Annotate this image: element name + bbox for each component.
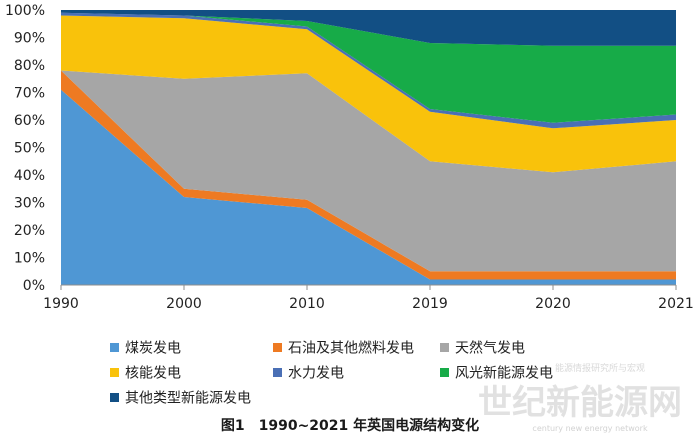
- y-tick-label: 30%: [14, 196, 45, 212]
- axes-layer: 0% 10% 20% 30% 40% 50% 60% 70% 80% 90% 100% 1990 200…: [5, 3, 694, 312]
- legend-swatch: [273, 343, 282, 352]
- legend-swatch: [110, 368, 119, 377]
- legend-label: 石油及其他燃料发电: [288, 340, 414, 357]
- area-series-1: [61, 70, 676, 280]
- legend-label: 核能发电: [125, 366, 181, 382]
- watermark-sub-text: century new energy network: [532, 424, 648, 433]
- area-series-5: [61, 12, 676, 123]
- legend-item: 天然气发电: [440, 340, 525, 357]
- legend-label: 水力发电: [288, 366, 344, 382]
- y-tick-label: 50%: [14, 141, 45, 157]
- watermark: 世纪新能源网 century new energy network 能源情报研究…: [478, 362, 682, 433]
- y-tick-label: 90%: [14, 31, 45, 47]
- area-series-4: [61, 12, 676, 129]
- x-tick-label: 1990: [43, 296, 79, 312]
- y-tick-label: 60%: [14, 113, 45, 129]
- legend-label: 煤炭发电: [125, 341, 181, 357]
- y-tick-label: 100%: [5, 3, 45, 19]
- y-tick-label: 70%: [14, 86, 45, 102]
- legend-item: 风光新能源发电: [440, 366, 553, 382]
- y-tick-label: 0%: [23, 278, 45, 294]
- watermark-main-text: 世纪新能源网: [478, 383, 682, 423]
- area-series-6: [61, 10, 676, 46]
- legend-item: 其他类型新能源发电: [110, 391, 251, 407]
- legend-label: 天然气发电: [455, 340, 525, 357]
- x-tick-label: 2020: [535, 296, 571, 312]
- legend-label: 其他类型新能源发电: [125, 391, 251, 407]
- legend-swatch: [273, 368, 282, 377]
- legend-swatch: [110, 393, 119, 402]
- y-tick-label: 40%: [14, 168, 45, 184]
- legend-swatch: [110, 343, 119, 352]
- figure-caption: 图1 1990~2021 年英国电源结构变化: [221, 417, 479, 434]
- area-series-2: [61, 70, 676, 272]
- legend-label: 风光新能源发电: [455, 366, 553, 382]
- legend-swatch: [440, 368, 449, 377]
- y-tick-label: 10%: [14, 251, 45, 267]
- watermark-small-text: 能源情报研究所与宏观: [555, 362, 645, 374]
- legend-item: 核能发电: [110, 366, 181, 382]
- area-series-0: [61, 89, 676, 285]
- y-tick-label: 80%: [14, 58, 45, 74]
- legend-item: 石油及其他燃料发电: [273, 340, 414, 357]
- legend-item: 煤炭发电: [110, 341, 181, 357]
- x-tick-label: 2019: [412, 296, 448, 312]
- y-tick-label: 20%: [14, 223, 45, 239]
- area-series-3: [61, 15, 676, 173]
- x-tick-label: 2010: [289, 296, 325, 312]
- x-tick-label: 2021: [658, 296, 694, 312]
- x-tick-label: 2000: [166, 296, 202, 312]
- legend-swatch: [440, 343, 449, 352]
- areas-layer: [61, 10, 676, 285]
- legend-item: 水力发电: [273, 366, 344, 382]
